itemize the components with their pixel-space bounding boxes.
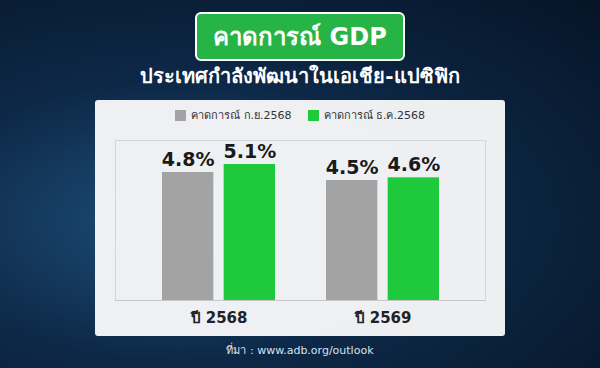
svg-text:ปี 2568: ปี 2568 xyxy=(190,309,248,327)
html-text:คาดการณ์ ก.ย.2568: คาดการณ์ ก.ย.2568 xyxy=(191,109,292,122)
html-text:ที่มา : www.adb.org/outlook: ที่มา : www.adb.org/outlook xyxy=(226,344,374,357)
svg-text:ปี 2569: ปี 2569 xyxy=(354,309,412,327)
svg-text:4.5%: 4.5% xyxy=(326,156,379,178)
html-text:คาดการณ์ ธ.ค.2568: คาดการณ์ ธ.ค.2568 xyxy=(323,109,425,122)
svg-text:4.6%: 4.6% xyxy=(387,153,440,175)
html-text:คาดการณ์ GDP: คาดการณ์ GDP xyxy=(213,23,387,51)
svg-text:4.8%: 4.8% xyxy=(162,148,215,170)
svg-text:5.1%: 5.1% xyxy=(223,140,276,162)
html-text:ประเทศกำลังพัฒนาในเอเชีย-แปซิฟ: ประเทศกำลังพัฒนาในเอเชีย-แปซิฟิก xyxy=(140,64,460,88)
